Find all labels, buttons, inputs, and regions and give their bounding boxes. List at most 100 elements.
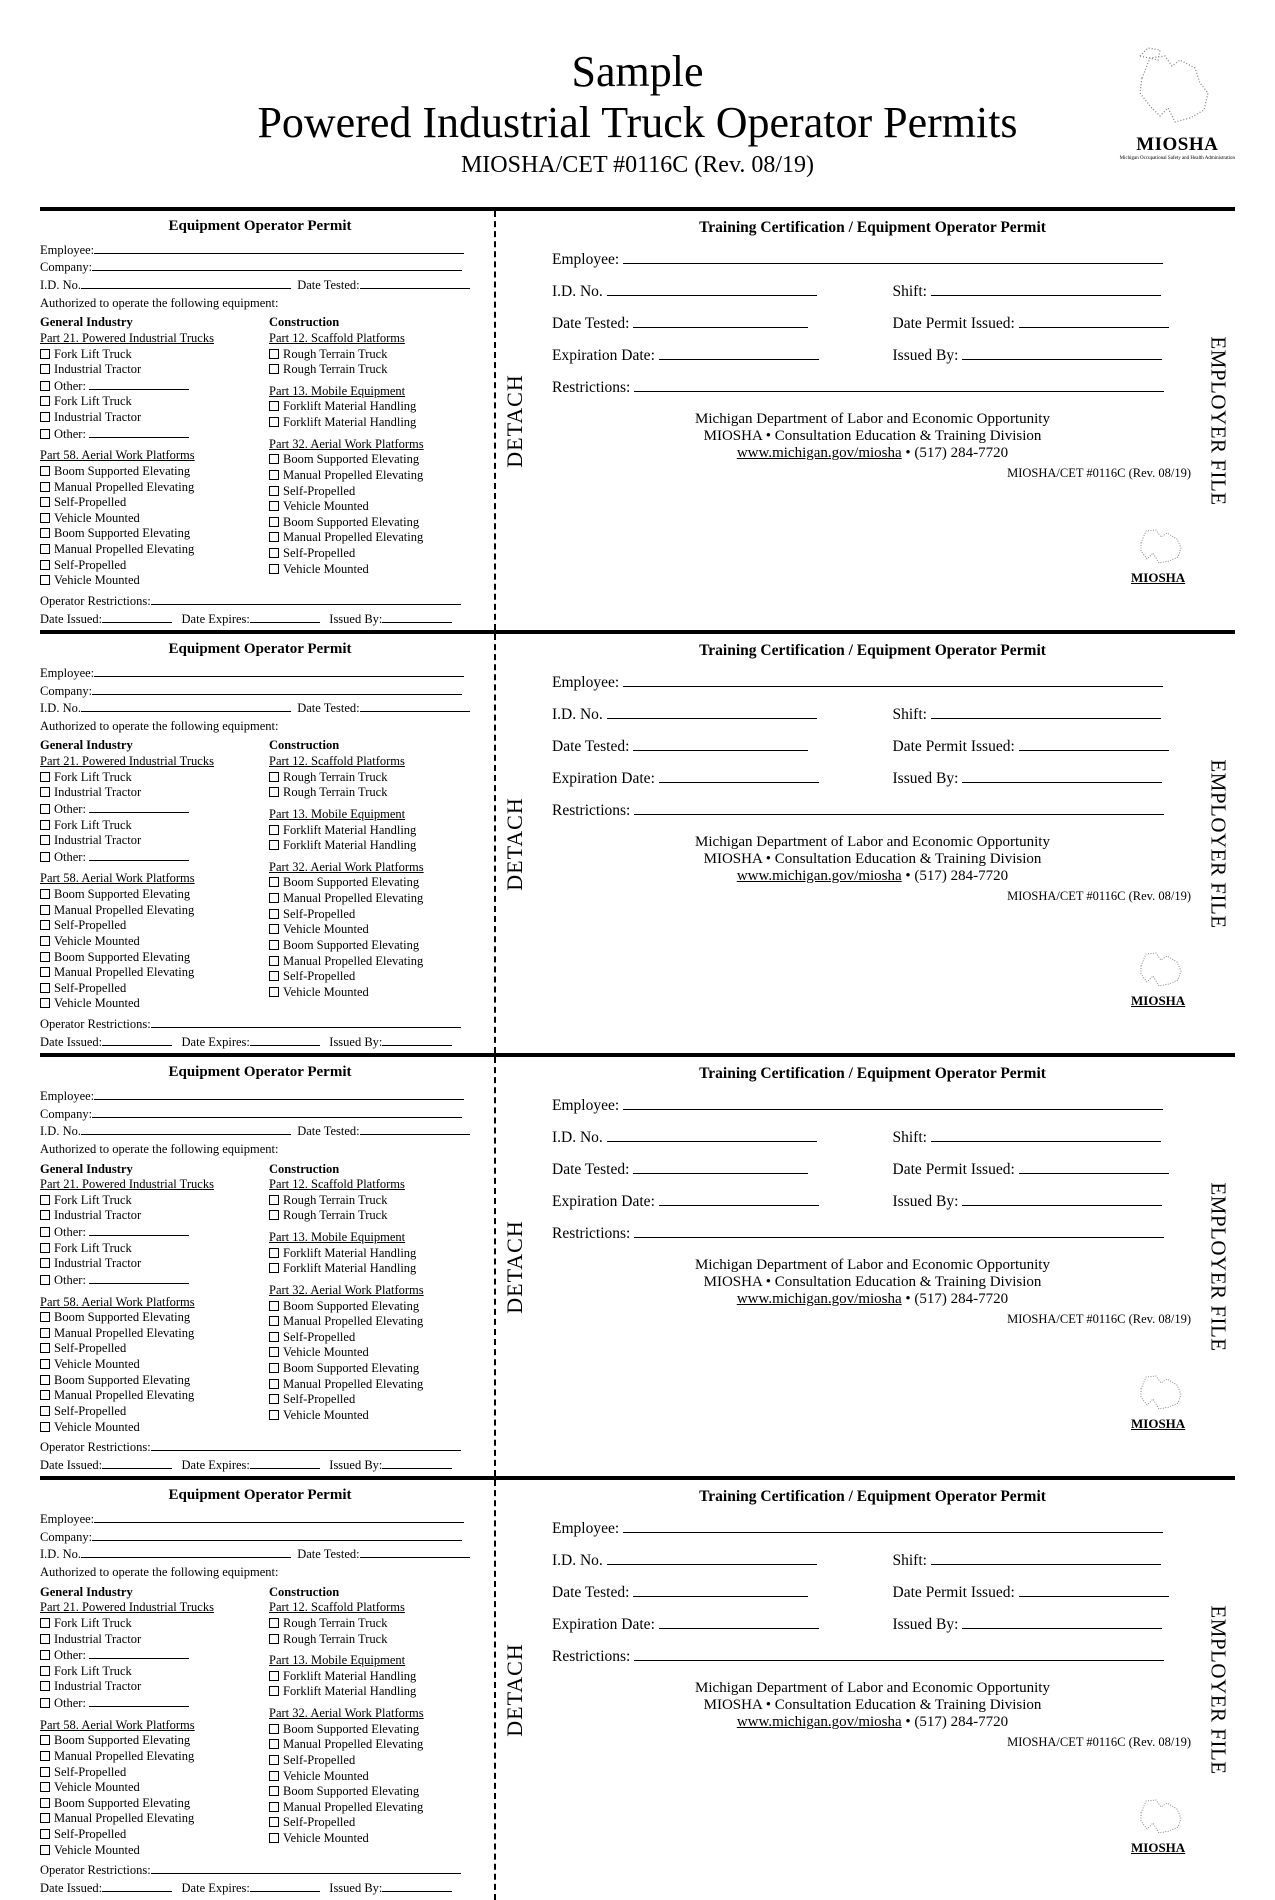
checkbox[interactable] [40, 820, 50, 830]
r-datetested-blank[interactable] [633, 1585, 808, 1597]
checkbox[interactable] [40, 1845, 50, 1855]
checkbox[interactable] [40, 905, 50, 915]
checkbox[interactable] [269, 787, 279, 797]
r-issuedby-blank[interactable] [962, 1617, 1162, 1629]
employee-blank[interactable] [94, 1511, 464, 1523]
checkbox[interactable] [269, 364, 279, 374]
checkbox[interactable] [269, 893, 279, 903]
r-restrictions-blank[interactable] [634, 380, 1164, 392]
checkbox[interactable] [40, 1618, 50, 1628]
company-blank[interactable] [92, 1106, 462, 1118]
checkbox[interactable] [40, 967, 50, 977]
checkbox[interactable] [40, 1813, 50, 1823]
r-issuedby-blank[interactable] [962, 1194, 1162, 1206]
r-idno-blank[interactable] [607, 707, 817, 719]
checkbox[interactable] [269, 1316, 279, 1326]
checkbox[interactable] [269, 956, 279, 966]
checkbox[interactable] [269, 1724, 279, 1734]
checkbox[interactable] [40, 1312, 50, 1322]
checkbox[interactable] [269, 1332, 279, 1342]
idno-blank[interactable] [81, 700, 291, 712]
checkbox[interactable] [40, 575, 50, 585]
checkbox[interactable] [269, 877, 279, 887]
r-expiration-blank[interactable] [659, 348, 819, 360]
checkbox[interactable] [269, 825, 279, 835]
company-blank[interactable] [92, 683, 462, 695]
other-blank[interactable] [89, 426, 189, 438]
other-blank[interactable] [89, 849, 189, 861]
date-expires-blank[interactable] [250, 1034, 320, 1046]
r-restrictions-blank[interactable] [634, 1649, 1164, 1661]
checkbox[interactable] [269, 1833, 279, 1843]
checkbox[interactable] [40, 349, 50, 359]
date-issued-blank[interactable] [102, 1880, 172, 1892]
issued-by-blank[interactable] [382, 611, 452, 623]
r-idno-blank[interactable] [607, 1130, 817, 1142]
restrictions-blank[interactable] [151, 593, 461, 605]
company-blank[interactable] [92, 1529, 462, 1541]
checkbox[interactable] [269, 349, 279, 359]
checkbox[interactable] [269, 940, 279, 950]
other-blank[interactable] [89, 801, 189, 813]
checkbox[interactable] [269, 1263, 279, 1273]
date-issued-blank[interactable] [102, 1457, 172, 1469]
checkbox[interactable] [40, 787, 50, 797]
checkbox[interactable] [40, 920, 50, 930]
checkbox[interactable] [40, 804, 50, 814]
other-blank[interactable] [89, 1224, 189, 1236]
employee-blank[interactable] [94, 1088, 464, 1100]
checkbox[interactable] [40, 998, 50, 1008]
checkbox[interactable] [40, 429, 50, 439]
checkbox[interactable] [40, 1681, 50, 1691]
checkbox[interactable] [269, 454, 279, 464]
checkbox[interactable] [40, 1782, 50, 1792]
employee-blank[interactable] [94, 665, 464, 677]
checkbox[interactable] [269, 401, 279, 411]
employee-blank[interactable] [94, 242, 464, 254]
checkbox[interactable] [40, 1258, 50, 1268]
checkbox[interactable] [269, 470, 279, 480]
idno-blank[interactable] [81, 1123, 291, 1135]
r-datetested-blank[interactable] [633, 1162, 808, 1174]
checkbox[interactable] [269, 1634, 279, 1644]
r-issuedby-blank[interactable] [962, 348, 1162, 360]
datetested-blank[interactable] [360, 1123, 470, 1135]
checkbox[interactable] [40, 528, 50, 538]
r-idno-blank[interactable] [607, 1553, 817, 1565]
checkbox[interactable] [40, 1375, 50, 1385]
checkbox[interactable] [269, 501, 279, 511]
restrictions-blank[interactable] [151, 1862, 461, 1874]
checkbox[interactable] [40, 1751, 50, 1761]
checkbox[interactable] [40, 466, 50, 476]
checkbox[interactable] [40, 1275, 50, 1285]
checkbox[interactable] [269, 1379, 279, 1389]
r-employee-blank[interactable] [623, 1521, 1163, 1533]
r-employee-blank[interactable] [623, 675, 1163, 687]
idno-blank[interactable] [81, 1546, 291, 1558]
checkbox[interactable] [269, 971, 279, 981]
checkbox[interactable] [40, 983, 50, 993]
checkbox[interactable] [269, 1410, 279, 1420]
checkbox[interactable] [269, 1301, 279, 1311]
checkbox[interactable] [40, 772, 50, 782]
checkbox[interactable] [40, 560, 50, 570]
restrictions-blank[interactable] [151, 1016, 461, 1028]
other-blank[interactable] [89, 1647, 189, 1659]
r-shift-blank[interactable] [931, 284, 1161, 296]
checkbox[interactable] [40, 1634, 50, 1644]
r-restrictions-blank[interactable] [634, 1226, 1164, 1238]
checkbox[interactable] [40, 1767, 50, 1777]
r-permitissued-blank[interactable] [1019, 1162, 1169, 1174]
checkbox[interactable] [269, 1210, 279, 1220]
checkbox[interactable] [40, 482, 50, 492]
checkbox[interactable] [269, 1771, 279, 1781]
checkbox[interactable] [40, 1666, 50, 1676]
checkbox[interactable] [40, 396, 50, 406]
checkbox[interactable] [40, 1406, 50, 1416]
checkbox[interactable] [269, 1755, 279, 1765]
checkbox[interactable] [269, 924, 279, 934]
other-blank[interactable] [89, 378, 189, 390]
idno-blank[interactable] [81, 277, 291, 289]
checkbox[interactable] [40, 1698, 50, 1708]
checkbox[interactable] [269, 532, 279, 542]
